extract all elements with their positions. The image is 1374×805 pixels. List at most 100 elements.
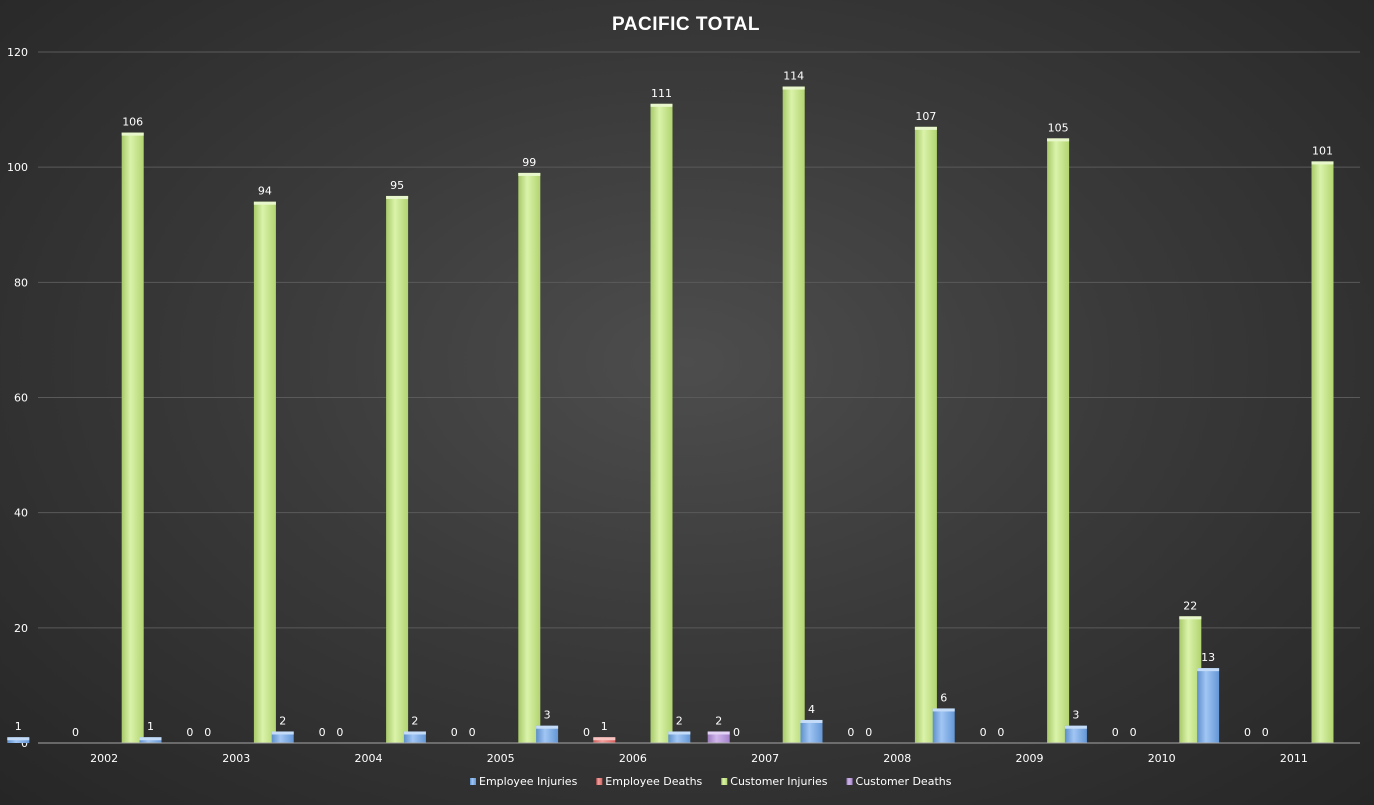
data-label: 0	[72, 726, 79, 739]
legend-item: Employee Deaths	[596, 775, 703, 788]
y-tick-label: 120	[7, 46, 28, 59]
data-label: 0	[204, 726, 211, 739]
bar-top	[386, 195, 409, 199]
bar	[1064, 725, 1087, 743]
y-tick-label: 0	[21, 737, 28, 750]
bar	[253, 201, 276, 743]
legend-swatch	[470, 778, 476, 785]
bar-top	[121, 132, 144, 136]
bar-body	[782, 86, 805, 744]
data-label: 0	[733, 726, 740, 739]
data-label: 1	[601, 720, 608, 733]
bar-body	[707, 731, 730, 743]
bar-top	[932, 708, 955, 712]
legend-swatch	[596, 778, 603, 785]
bar-top	[707, 731, 730, 735]
bar-body	[386, 195, 409, 744]
bar-body	[668, 731, 691, 743]
bar-top	[536, 725, 559, 729]
bar-top	[593, 737, 616, 741]
data-label: 0	[1262, 726, 1269, 739]
x-tick-label: 2008	[883, 752, 911, 765]
data-label: 4	[808, 703, 815, 716]
bar	[707, 731, 730, 743]
bar	[932, 708, 955, 743]
data-label: 1	[15, 720, 22, 733]
data-label: 0	[1112, 726, 1119, 739]
x-tick-label: 2006	[619, 752, 647, 765]
data-label: 0	[583, 726, 590, 739]
chart-title: PACIFIC TOTAL	[612, 14, 760, 35]
legend: Employee Injuries Employee Deaths Customer…	[470, 775, 952, 788]
data-label: 3	[1072, 709, 1079, 722]
data-label: 1	[147, 720, 154, 733]
legend-swatch	[721, 778, 728, 785]
legend-label: Employee Injuries	[479, 775, 578, 788]
data-label: 0	[1244, 726, 1251, 739]
legend-label: Employee Deaths	[605, 775, 702, 788]
data-label: 0	[865, 726, 872, 739]
data-label: 107	[915, 110, 936, 123]
bar-top	[1179, 616, 1202, 620]
bar-body	[536, 725, 559, 743]
x-tick-label: 2007	[751, 752, 779, 765]
data-label: 2	[676, 714, 683, 727]
bar-body	[271, 731, 294, 743]
data-label: 95	[390, 179, 404, 192]
legend-item: Customer Deaths	[846, 775, 952, 788]
data-label: 0	[997, 726, 1004, 739]
bar-top	[518, 172, 541, 176]
y-tick-label: 40	[14, 507, 28, 520]
data-label: 106	[122, 116, 143, 129]
bar-top	[800, 719, 823, 723]
data-label: 94	[258, 185, 272, 198]
data-label: 22	[1183, 599, 1197, 612]
data-label: 0	[336, 726, 343, 739]
data-label: 101	[1312, 144, 1333, 157]
legend-label: Customer Injuries	[730, 775, 828, 788]
data-label: 111	[651, 87, 672, 100]
bar-body	[1179, 616, 1202, 743]
bar-body	[1064, 725, 1087, 743]
y-tick-label: 20	[14, 622, 28, 635]
data-label: 0	[980, 726, 987, 739]
x-tick-label: 2004	[355, 752, 383, 765]
bar	[7, 737, 30, 743]
axes: 2002 2003 2004 2005 2006 2007 2008 2009 2010 2011	[38, 742, 1360, 765]
bar-body	[932, 708, 955, 743]
data-label: 2	[279, 714, 286, 727]
data-label: 2	[715, 714, 722, 727]
bar	[782, 86, 805, 744]
bar-top	[139, 737, 162, 741]
bar-top	[1197, 668, 1220, 672]
data-label: 2	[411, 714, 418, 727]
bar	[668, 731, 691, 743]
data-label: 0	[186, 726, 193, 739]
y-tick-label: 60	[14, 392, 28, 405]
bar-body	[914, 126, 937, 743]
legend-item: Customer Injuries	[721, 775, 828, 788]
x-tick-label: 2003	[222, 752, 250, 765]
bar	[121, 132, 144, 743]
bar-body	[253, 201, 276, 743]
data-label: 0	[847, 726, 854, 739]
bar-body	[800, 719, 823, 743]
bar-top	[7, 737, 30, 741]
x-tick-label: 2009	[1016, 752, 1044, 765]
y-tick-label: 100	[7, 161, 28, 174]
bar	[1179, 616, 1202, 743]
bar-top	[914, 126, 937, 130]
bar	[1047, 138, 1070, 743]
bar	[386, 195, 409, 744]
data-label: 6	[940, 691, 947, 704]
data-label: 0	[1130, 726, 1137, 739]
bar	[593, 737, 616, 743]
legend-item: Employee Injuries	[470, 775, 578, 788]
bar-body	[518, 172, 541, 744]
data-label: 0	[451, 726, 458, 739]
bar	[271, 731, 294, 743]
bar	[139, 737, 162, 743]
